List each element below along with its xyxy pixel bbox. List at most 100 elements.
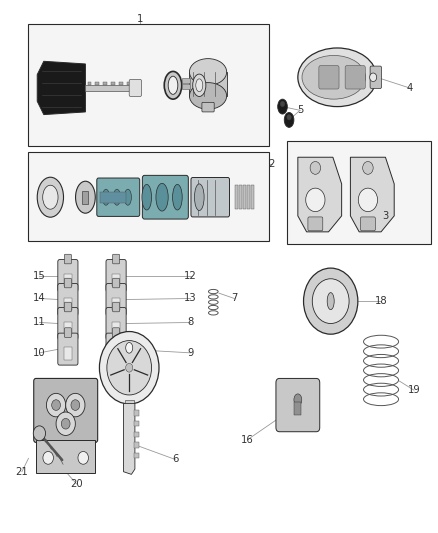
Bar (294, 402, 301, 415)
Text: 13: 13 (184, 294, 197, 303)
Bar (182, 84, 190, 89)
Circle shape (306, 188, 325, 212)
Bar (36, 440, 95, 473)
Ellipse shape (173, 184, 182, 210)
Circle shape (78, 451, 88, 464)
Ellipse shape (298, 48, 377, 107)
Ellipse shape (126, 343, 133, 353)
Ellipse shape (142, 184, 152, 210)
Circle shape (310, 161, 321, 174)
Ellipse shape (168, 76, 178, 94)
Circle shape (126, 364, 133, 372)
FancyBboxPatch shape (276, 378, 320, 432)
Circle shape (46, 393, 66, 417)
FancyBboxPatch shape (345, 66, 365, 89)
Text: 15: 15 (33, 271, 46, 280)
Bar (134, 453, 139, 458)
Ellipse shape (189, 83, 227, 109)
FancyBboxPatch shape (64, 302, 71, 312)
Ellipse shape (287, 115, 291, 120)
FancyBboxPatch shape (106, 333, 126, 365)
Ellipse shape (327, 293, 334, 310)
Ellipse shape (124, 189, 131, 205)
Polygon shape (124, 403, 135, 474)
Ellipse shape (193, 74, 206, 96)
FancyBboxPatch shape (106, 284, 126, 316)
Bar (85, 85, 139, 91)
Circle shape (107, 341, 152, 395)
Ellipse shape (189, 59, 227, 85)
FancyBboxPatch shape (360, 217, 375, 231)
Ellipse shape (102, 189, 110, 205)
Bar (243, 185, 246, 209)
Bar (95, 82, 99, 85)
Bar (112, 274, 120, 286)
Circle shape (312, 279, 349, 324)
Bar (64, 348, 72, 360)
Ellipse shape (37, 177, 64, 217)
Text: 10: 10 (33, 348, 46, 358)
Circle shape (43, 451, 53, 464)
Bar (100, 192, 126, 203)
FancyBboxPatch shape (142, 175, 188, 219)
Circle shape (370, 73, 377, 82)
FancyBboxPatch shape (58, 284, 78, 316)
Bar (134, 410, 139, 416)
Bar (127, 82, 131, 85)
Bar (235, 185, 238, 209)
Circle shape (358, 188, 378, 212)
Ellipse shape (294, 394, 302, 406)
Bar (64, 298, 72, 310)
Circle shape (66, 393, 85, 417)
Polygon shape (37, 61, 85, 115)
Text: 14: 14 (33, 294, 46, 303)
FancyBboxPatch shape (64, 328, 71, 337)
Text: 4: 4 (406, 83, 413, 93)
Ellipse shape (43, 185, 58, 209)
FancyBboxPatch shape (64, 254, 71, 264)
Bar (182, 78, 190, 83)
Text: 2: 2 (268, 159, 275, 169)
Bar (247, 185, 250, 209)
Bar (189, 72, 227, 96)
Circle shape (71, 400, 80, 410)
Circle shape (304, 268, 358, 334)
Bar (125, 400, 134, 405)
Circle shape (363, 161, 373, 174)
Polygon shape (298, 157, 342, 232)
FancyBboxPatch shape (97, 178, 140, 216)
FancyBboxPatch shape (106, 308, 126, 340)
Text: 8: 8 (187, 318, 194, 327)
Polygon shape (350, 157, 394, 232)
Ellipse shape (194, 184, 204, 211)
FancyBboxPatch shape (202, 102, 214, 112)
FancyBboxPatch shape (308, 217, 323, 231)
Bar (134, 432, 139, 437)
Bar (64, 274, 72, 286)
Text: 18: 18 (375, 296, 387, 306)
Bar (134, 442, 139, 448)
Ellipse shape (196, 79, 203, 92)
Ellipse shape (280, 101, 285, 107)
Text: 5: 5 (297, 106, 303, 115)
Text: 20: 20 (71, 479, 83, 489)
Bar (251, 185, 254, 209)
Bar (103, 82, 107, 85)
Bar (239, 185, 242, 209)
Text: 1: 1 (137, 14, 143, 23)
Text: 9: 9 (187, 348, 194, 358)
Bar (88, 82, 91, 85)
Ellipse shape (156, 183, 168, 211)
Ellipse shape (284, 112, 294, 127)
Ellipse shape (113, 189, 120, 205)
Circle shape (52, 400, 60, 410)
FancyBboxPatch shape (58, 333, 78, 365)
FancyBboxPatch shape (106, 260, 126, 292)
Bar (64, 322, 72, 334)
Bar (82, 191, 88, 204)
Text: 21: 21 (15, 467, 28, 477)
FancyBboxPatch shape (64, 278, 71, 288)
Bar (28, 152, 269, 241)
Ellipse shape (302, 55, 365, 99)
Bar (111, 82, 115, 85)
